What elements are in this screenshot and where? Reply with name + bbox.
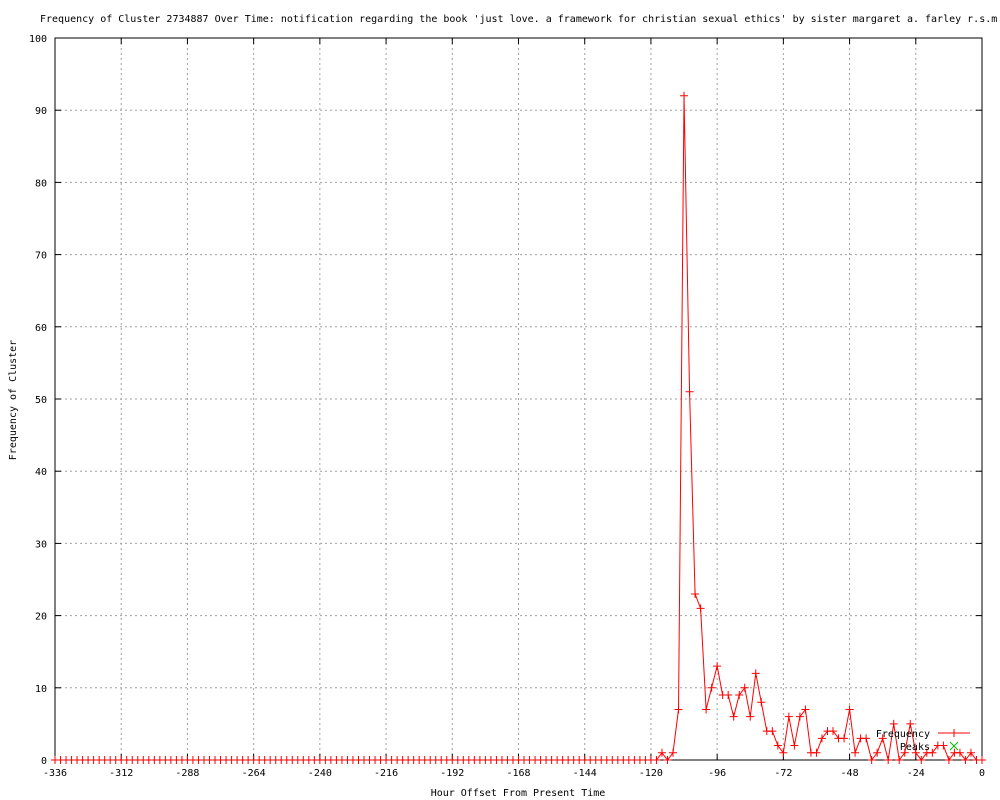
frequency-point: [773, 741, 782, 750]
legend-label-peaks: Peaks: [900, 742, 930, 753]
frequency-point: [735, 691, 744, 700]
frequency-point: [795, 712, 804, 721]
frequency-point: [955, 748, 964, 757]
frequency-line: [55, 95, 982, 762]
frequency-point: [812, 748, 821, 757]
frequency-point: [939, 741, 948, 750]
x-tick-label: -96: [708, 768, 726, 779]
frequency-point: [707, 683, 716, 692]
y-axis-label: Frequency of Cluster: [8, 340, 19, 460]
x-tick-label: -240: [308, 768, 332, 779]
y-tick-label: 70: [35, 251, 47, 262]
frequency-point: [663, 756, 672, 764]
y-axis-ticks: 0 10 20 30 40 50 60 70 80 90 100: [29, 34, 982, 767]
frequency-point: [944, 756, 953, 764]
frequency-point: [790, 741, 799, 750]
legend-marker-frequency: [950, 729, 958, 737]
frequency-point: [840, 734, 849, 743]
x-tick-label: -216: [374, 768, 398, 779]
frequency-point: [906, 719, 915, 728]
frequency-point: [740, 683, 749, 692]
frequency-point: [873, 748, 882, 757]
x-tick-label: -48: [841, 768, 859, 779]
frequency-point: [900, 748, 909, 757]
x-tick-label: -264: [242, 768, 266, 779]
frequency-point: [713, 662, 722, 671]
x-axis-ticks: -336 -312 -288 -264 -240 -216 -192 -168 -144 -120…: [43, 38, 985, 779]
frequency-point: [978, 756, 986, 764]
legend: Frequency Peaks: [876, 729, 970, 753]
frequency-point: [680, 91, 689, 100]
frequency-point: [702, 705, 711, 714]
frequency-point: [851, 748, 860, 757]
x-tick-label: -24: [907, 768, 925, 779]
frequency-point: [751, 669, 760, 678]
x-tick-label: -192: [440, 768, 464, 779]
x-tick-label: -312: [109, 768, 133, 779]
frequency-point: [862, 734, 871, 743]
y-tick-label: 50: [35, 395, 47, 406]
y-tick-label: 40: [35, 467, 47, 478]
frequency-point: [817, 734, 826, 743]
x-tick-label: -144: [573, 768, 597, 779]
x-axis-label: Hour Offset From Present Time: [431, 788, 606, 799]
frequency-point: [724, 691, 733, 700]
frequency-point: [669, 748, 677, 757]
y-tick-label: 60: [35, 323, 47, 334]
x-tick-label: -120: [639, 768, 663, 779]
y-tick-label: 20: [35, 612, 47, 623]
frequency-point: [829, 727, 838, 736]
frequency-point: [928, 748, 937, 757]
x-tick-label: -72: [774, 768, 792, 779]
y-tick-label: 80: [35, 178, 47, 189]
frequency-point: [779, 748, 788, 757]
frequency-point: [691, 589, 700, 598]
frequency-point: [801, 705, 810, 714]
frequency-point: [768, 727, 777, 736]
x-tick-label: 0: [979, 768, 985, 779]
frequency-point: [878, 734, 887, 743]
legend-marker-peaks: [949, 741, 959, 751]
frequency-point: [889, 719, 898, 728]
frequency-point: [867, 756, 876, 764]
y-tick-label: 0: [41, 756, 47, 767]
x-tick-label: -336: [43, 768, 67, 779]
frequency-point: [674, 705, 683, 714]
frequency-point: [685, 387, 694, 396]
frequency-point: [884, 756, 893, 764]
frequency-point: [746, 712, 755, 721]
grid: [55, 38, 982, 760]
frequency-point: [966, 748, 975, 757]
frequency-point: [917, 756, 926, 764]
frequency-point: [911, 748, 920, 757]
frequency-point: [652, 756, 661, 764]
y-tick-label: 30: [35, 539, 47, 550]
frequency-point: [784, 712, 793, 721]
y-tick-label: 90: [35, 106, 47, 117]
frequency-point: [657, 748, 666, 757]
x-tick-label: -168: [506, 768, 530, 779]
y-tick-label: 10: [35, 684, 47, 695]
series-frequency: [51, 91, 986, 764]
frequency-point: [757, 698, 766, 707]
x-tick-label: -288: [175, 768, 199, 779]
chart-title: Frequency of Cluster 2734887 Over Time: …: [40, 14, 997, 25]
frequency-point: [961, 756, 970, 764]
frequency-point: [729, 712, 738, 721]
frequency-point: [895, 756, 904, 764]
y-tick-label: 100: [29, 34, 47, 45]
frequency-point: [696, 604, 705, 613]
frequency-point: [845, 705, 854, 714]
legend-label-frequency: Frequency: [876, 729, 930, 740]
